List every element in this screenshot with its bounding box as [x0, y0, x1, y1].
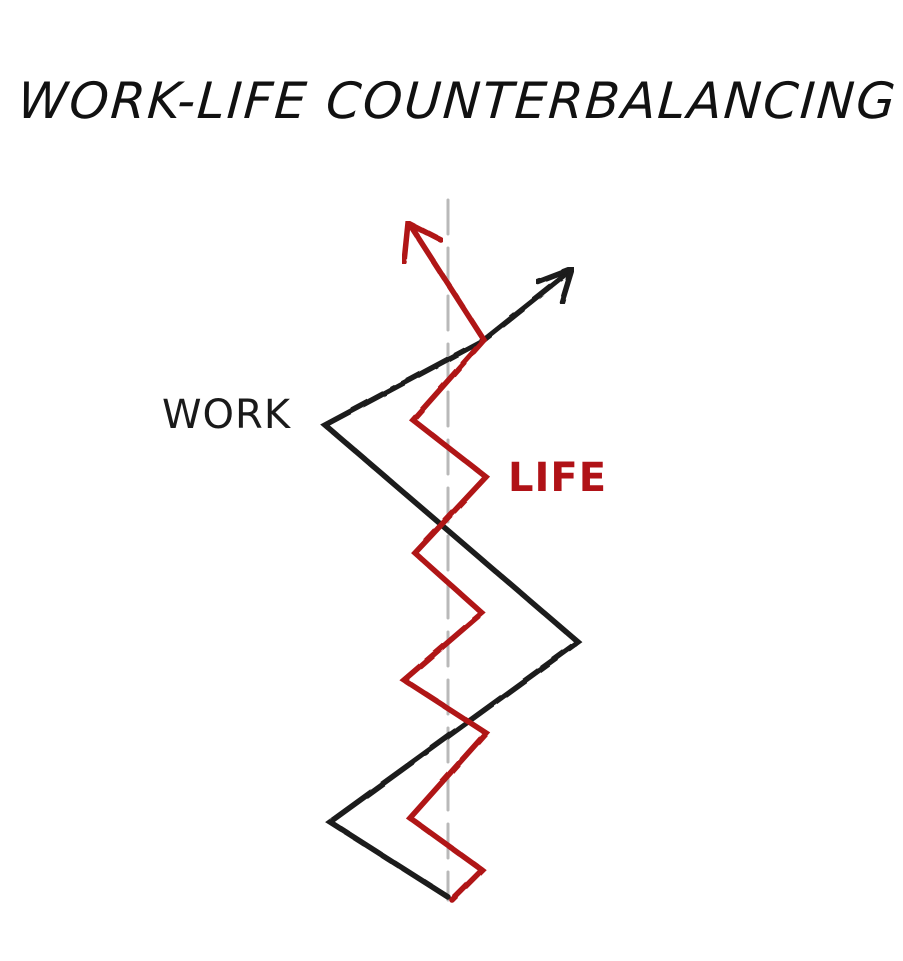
- life-line: [399, 225, 491, 903]
- work-line: [320, 270, 583, 900]
- life-label: LIFE: [508, 455, 607, 501]
- work-arrowhead-icon: [535, 264, 577, 305]
- work-label: WORK: [162, 392, 292, 438]
- life-arrowhead-icon: [401, 218, 444, 265]
